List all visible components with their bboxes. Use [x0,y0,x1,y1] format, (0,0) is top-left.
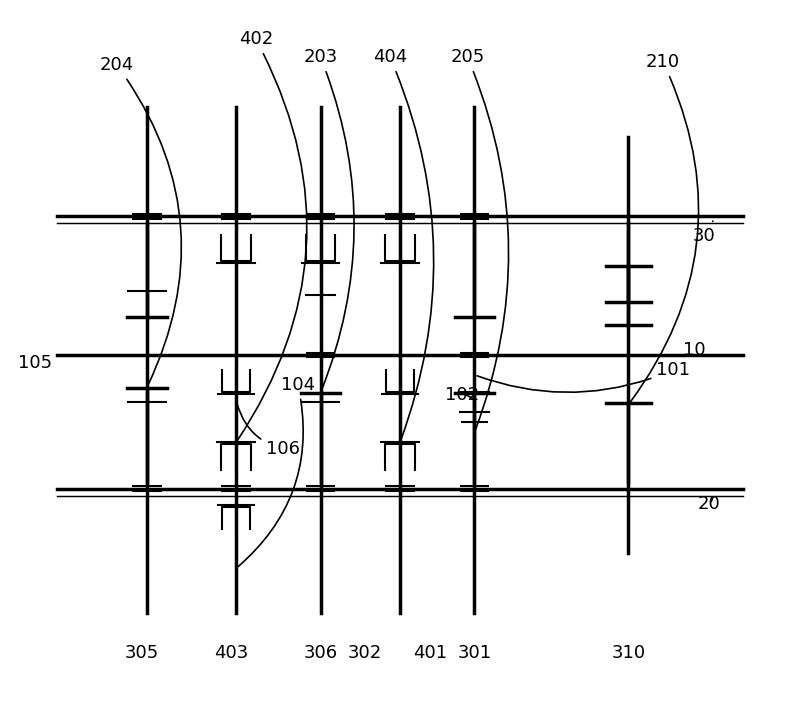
Text: 305: 305 [125,643,159,662]
Text: 105: 105 [18,354,58,372]
Text: 203: 203 [303,48,354,390]
Text: 402: 402 [238,31,307,440]
Text: 106: 106 [237,402,300,458]
Text: 210: 210 [630,53,698,402]
Text: 205: 205 [450,48,509,429]
Text: 101: 101 [477,361,690,392]
Text: 301: 301 [458,643,491,662]
Text: 310: 310 [611,643,646,662]
Text: 10: 10 [683,341,720,359]
Text: 204: 204 [100,56,182,385]
Text: 403: 403 [214,643,248,662]
Text: 102: 102 [445,385,479,404]
Text: 306: 306 [303,643,338,662]
Text: 104: 104 [238,375,315,567]
Text: 30: 30 [693,221,716,245]
Text: 302: 302 [348,643,382,662]
Text: 20: 20 [698,495,721,513]
Text: 404: 404 [373,48,434,439]
Text: 401: 401 [413,643,447,662]
